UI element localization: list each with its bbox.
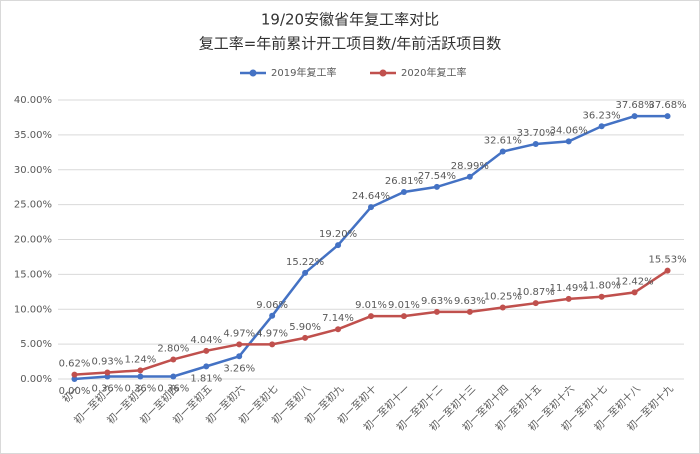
data-label: 36.23% (583, 110, 621, 121)
point (335, 326, 342, 333)
point (104, 369, 111, 376)
point (598, 293, 605, 300)
point (170, 356, 177, 363)
data-label: 9.01% (355, 300, 387, 311)
data-label: 15.53% (648, 255, 686, 266)
y-tick-label: 10.00% (14, 304, 52, 315)
point (532, 140, 539, 147)
point (631, 289, 638, 296)
point (137, 373, 144, 380)
data-label: 32.61% (484, 136, 522, 147)
y-tick-label: 40.00% (14, 95, 52, 106)
data-label: 4.04% (190, 335, 222, 346)
point (302, 334, 309, 341)
point (71, 371, 78, 378)
point (368, 204, 374, 211)
point (532, 300, 539, 307)
data-label: 27.54% (418, 171, 456, 182)
point (565, 295, 572, 302)
data-label: 12.42% (616, 276, 654, 287)
point (400, 189, 407, 196)
point (236, 341, 243, 348)
point (137, 367, 144, 374)
y-tick-label: 25.00% (14, 200, 52, 211)
chart-subtitle: 复工率=年前累计开工项目数/年前活跃项目数 (199, 35, 502, 53)
data-label: 0.36% (124, 383, 156, 394)
point (499, 304, 506, 311)
data-label: 11.49% (550, 283, 588, 294)
data-label: 0.62% (59, 359, 91, 370)
data-label: 9.63% (421, 296, 453, 307)
data-label: 10.25% (484, 292, 522, 303)
y-tick-label: 35.00% (14, 130, 52, 141)
point (269, 341, 276, 348)
data-label: 0.93% (92, 357, 124, 368)
point (203, 363, 210, 370)
point (302, 269, 309, 276)
data-label: 9.63% (454, 296, 486, 307)
point (664, 113, 671, 120)
data-label: 37.68% (616, 100, 654, 111)
point (203, 347, 210, 354)
data-label: 0.36% (157, 383, 189, 394)
point (170, 373, 177, 380)
chart-title: 19/20安徽省年复工率对比 (261, 11, 439, 29)
point (433, 308, 440, 315)
data-label: 10.87% (517, 287, 555, 298)
point (269, 312, 276, 319)
y-tick-label: 20.00% (14, 235, 52, 246)
y-tick-label: 15.00% (14, 269, 52, 280)
legend-label: 2020年复工率 (401, 66, 466, 79)
legend-marker (379, 69, 387, 77)
point (598, 123, 605, 130)
y-tick-label: 30.00% (14, 165, 52, 176)
data-label: 26.81% (385, 176, 423, 187)
data-label: 15.22% (286, 257, 324, 268)
point (466, 173, 473, 180)
data-label: 28.99% (451, 161, 489, 172)
point (368, 313, 374, 320)
point (71, 376, 78, 382)
data-label: 1.24% (124, 354, 156, 365)
data-label: 9.06% (256, 300, 288, 311)
data-label: 0.36% (92, 383, 124, 394)
data-label: 5.90% (289, 322, 321, 333)
data-label: 37.68% (648, 100, 686, 111)
point (565, 138, 572, 145)
data-label: 1.81% (190, 373, 222, 384)
data-label: 7.14% (322, 313, 354, 324)
data-label: 0.00% (59, 386, 91, 397)
point (433, 183, 440, 190)
point (335, 242, 342, 249)
data-label: 4.97% (256, 328, 288, 339)
data-label: 33.70% (517, 128, 555, 139)
point (664, 267, 671, 274)
y-tick-label: 0.00% (20, 374, 52, 385)
legend-label: 2019年复工率 (271, 66, 336, 79)
data-label: 2.80% (157, 343, 189, 354)
point (466, 308, 473, 315)
y-tick-label: 5.00% (20, 339, 52, 350)
data-label: 11.80% (583, 281, 621, 292)
point (400, 313, 407, 320)
point (499, 148, 506, 155)
data-label: 3.26% (223, 363, 255, 374)
data-label: 19.20% (319, 229, 357, 240)
point (236, 353, 243, 360)
data-label: 4.97% (223, 328, 255, 339)
legend-marker (249, 69, 257, 77)
data-label: 9.01% (388, 300, 420, 311)
data-label: 24.64% (352, 191, 390, 202)
data-label: 34.06% (550, 125, 588, 136)
point (631, 113, 638, 120)
